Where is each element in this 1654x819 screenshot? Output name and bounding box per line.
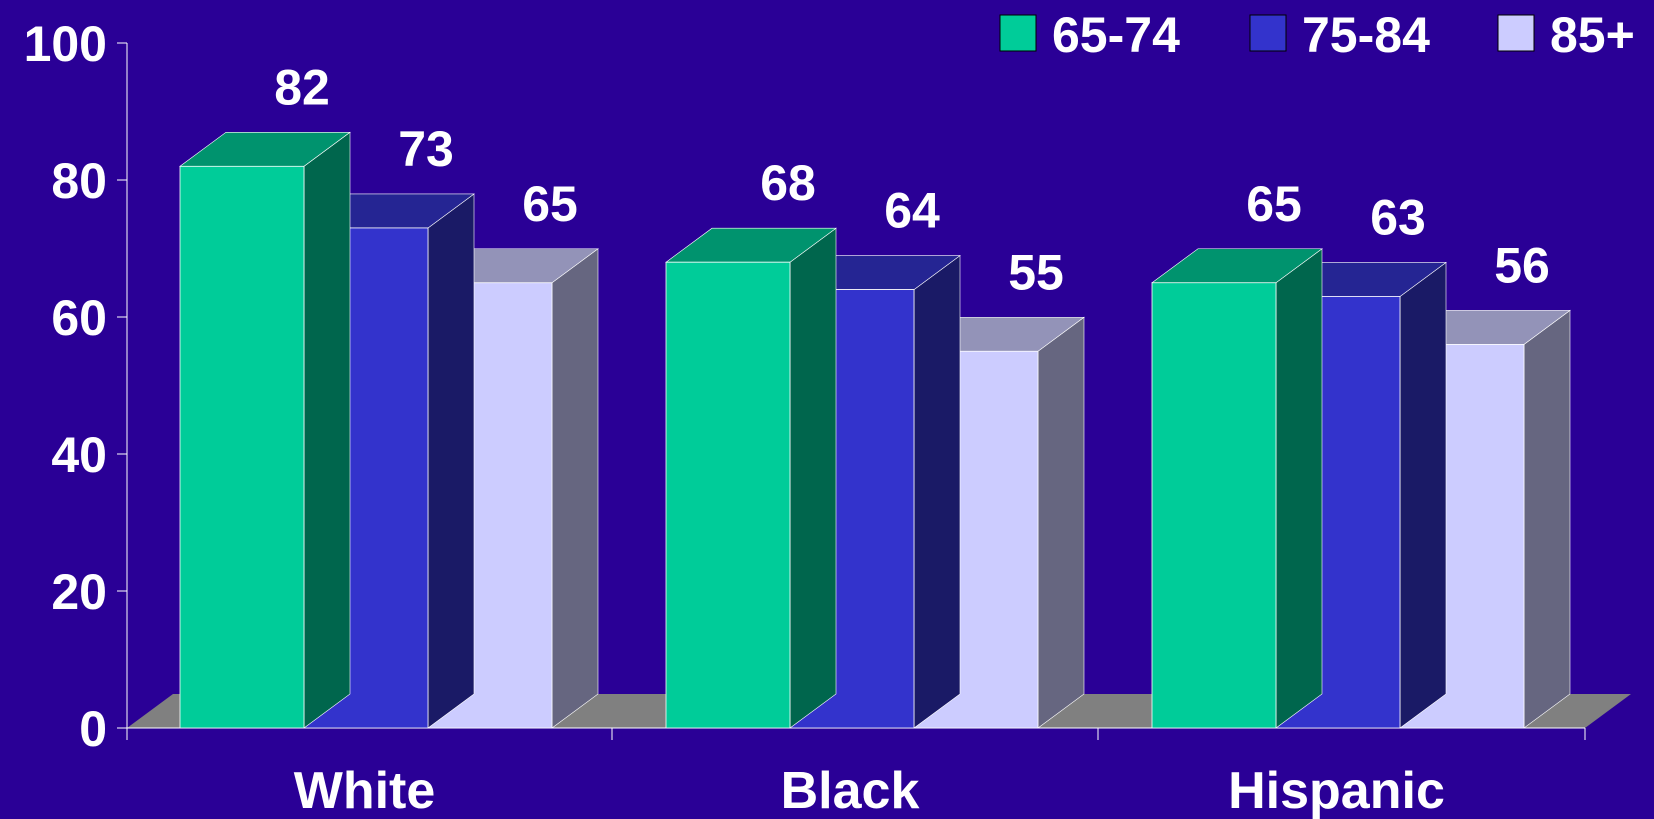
category-label-white: White (294, 762, 436, 819)
y-tick-label-20: 20 (51, 564, 107, 620)
category-label-hispanic: Hispanic (1228, 762, 1445, 819)
bar-black-65-74 (665, 227, 837, 729)
y-tick-label-0: 0 (79, 701, 107, 757)
bar-side-face (789, 227, 837, 729)
bar-front-face (665, 261, 791, 729)
data-label-hispanic-65-74: 65 (1246, 176, 1302, 232)
bar-white-65-74 (179, 131, 351, 729)
data-label-hispanic-75-84: 63 (1370, 189, 1426, 245)
data-label-white-85: 65 (522, 176, 578, 232)
y-tick-label-60: 60 (51, 290, 107, 346)
data-label-hispanic-85: 56 (1494, 237, 1550, 293)
legend-swatch (1249, 14, 1287, 52)
bar-front-face (179, 165, 305, 729)
data-label-black-65-74: 68 (760, 155, 816, 211)
data-label-white-65-74: 82 (274, 59, 330, 115)
legend-swatch (999, 14, 1037, 52)
legend-swatch (1497, 14, 1535, 52)
bar-side-face (913, 255, 961, 729)
bar-side-face (1399, 261, 1447, 729)
axes: 0 20 40 60 80 100 White Black Hispanic (24, 16, 1586, 819)
bar-front-face (1151, 282, 1277, 729)
data-label-black-85: 55 (1008, 244, 1064, 300)
data-label-black-75-84: 64 (884, 183, 940, 239)
bar-side-face (551, 248, 599, 729)
data-labels: 82 73 65 68 64 55 65 63 56 (274, 59, 1550, 300)
bar-side-face (1523, 309, 1571, 729)
category-label-black: Black (781, 762, 920, 819)
legend-item-85: 85+ (1497, 7, 1635, 63)
bar-side-face (1037, 316, 1085, 729)
bar-hispanic-65-74 (1151, 248, 1323, 729)
bar-side-face (427, 193, 475, 729)
data-label-white-75-84: 73 (398, 121, 454, 177)
bar-side-face (1275, 248, 1323, 729)
y-tick-label-80: 80 (51, 153, 107, 209)
legend-label: 65-74 (1052, 7, 1180, 63)
y-tick-label-100: 100 (24, 16, 107, 72)
y-tick-label-40: 40 (51, 427, 107, 483)
legend-item-75-84: 75-84 (1249, 7, 1430, 63)
bar-side-face (303, 131, 351, 729)
legend: 65-74 75-84 85+ (999, 7, 1635, 63)
legend-label: 75-84 (1302, 7, 1430, 63)
legend-item-65-74: 65-74 (999, 7, 1180, 63)
legend-label: 85+ (1550, 7, 1635, 63)
bars (179, 131, 1571, 729)
